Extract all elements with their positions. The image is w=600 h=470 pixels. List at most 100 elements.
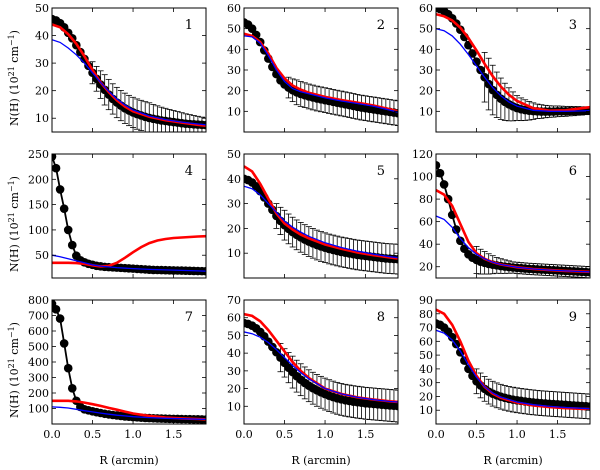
data-point [59,339,69,348]
data-point [247,24,257,33]
y-tick-label: 200 [28,173,49,186]
y-tick-label: 70 [419,322,433,335]
y-tick-label: 30 [419,64,433,77]
x-tick-label: 0.0 [427,428,445,441]
y-tick-label: 10 [419,404,433,417]
y-tick-label: 200 [28,387,49,400]
y-axis-label: N(H) (1021 cm−1) [7,176,21,272]
plot-frame [435,299,591,425]
y-tick-label: 60 [419,2,433,15]
x-tick-label: 1.0 [316,428,334,441]
y-tick-label: 10 [227,247,241,260]
y-tick-label: 50 [227,148,241,161]
panel-number: 7 [185,310,193,325]
plot-area [436,160,590,278]
x-tick-label: 0.5 [468,428,486,441]
data-point [63,363,73,373]
chart-panel-4: 50 100 150 200 250 4 [28,148,207,279]
y-tick-label: 40 [227,347,241,360]
series-line-model-blue [52,39,206,126]
y-tick-label: 50 [419,23,433,36]
y-tick-label: 40 [419,363,433,376]
plot-area [52,14,206,132]
y-tick-label: 100 [412,171,433,184]
series-line-model-red [244,32,398,113]
series-line-model-blue [52,254,206,272]
y-tick-label: 300 [28,372,49,385]
plot-frame [243,153,399,279]
series-line-model-blue [436,28,590,112]
y-tick-label: 20 [227,85,241,98]
y-axis-label: N(H) (1021 cm−1) [7,322,21,418]
y-tick-label: 20 [35,85,49,98]
y-tick-label: 40 [35,30,49,43]
x-tick-label: 1.5 [549,428,567,441]
series-line-model-blue [52,406,206,421]
panel-number: 1 [185,18,193,33]
data-point [436,168,445,178]
y-tick-label: 10 [227,400,241,413]
y-tick-label: 10 [227,105,241,118]
y-tick-label: 250 [28,148,49,161]
y-tick-label: 50 [35,2,49,15]
plot-area [52,154,206,276]
y-tick-label: 50 [419,349,433,362]
y-tick-label: 50 [227,23,241,36]
panel-number: 3 [569,18,577,33]
data-point [52,163,61,173]
y-tick-label: 30 [227,64,241,77]
y-tick-label: 700 [28,310,49,323]
x-tick-label: 0.0 [235,428,253,441]
y-tick-label: 60 [419,335,433,348]
y-tick-label: 60 [227,312,241,325]
y-tick-label: 10 [419,105,433,118]
x-axis-labels: R (arcmin) R (arcmin) R (arcmin) [99,454,542,467]
panel-number: 4 [185,164,193,179]
chart-panel-1: 10 20 30 40 50 1 [35,2,207,133]
panel-number: 9 [569,310,577,325]
y-tick-label: 80 [419,308,433,321]
y-tick-label: 600 [28,325,49,338]
y-tick-label: 80 [419,193,433,206]
data-point [436,160,441,170]
data-point [468,49,477,58]
y-tick-label: 40 [419,43,433,56]
panel-number: 6 [569,164,577,179]
y-tick-label: 60 [227,2,241,15]
data-point [63,225,73,235]
y-tick-label: 20 [419,261,433,274]
series-line-model-blue [244,35,398,113]
y-tick-label: 150 [28,199,49,212]
series-line-model-blue [436,329,590,410]
data-point [59,204,69,213]
panels-group: 1020304050110203040506021020304050603501… [28,2,591,441]
series-line-model-red [436,12,590,113]
series-line-model-blue [244,331,398,403]
x-axis-label: R (arcmin) [483,454,542,467]
x-axis-label: R (arcmin) [99,454,158,467]
chart-panel-3: 10 20 30 40 50 60 3 [419,2,591,133]
panel-number: 5 [377,164,385,179]
data-point [55,314,65,323]
x-axis-label: R (arcmin) [291,454,350,467]
chart-panel-2: 10 20 30 40 50 60 2 [227,2,399,133]
x-tick-label: 0.5 [276,428,294,441]
x-tick-label: 1.0 [508,428,526,441]
panel-number: 8 [377,310,385,325]
series-line-model-blue [244,185,398,259]
plot-frame [435,153,591,279]
y-tick-label: 100 [28,224,49,237]
plot-frame [51,7,207,133]
y-tick-label: 40 [419,238,433,251]
series-line-model-red [244,165,398,260]
data-point [67,240,77,250]
data-point [447,332,457,342]
chart-panel-7: 100 200 300 400 500 600 700 800 0.0 0.5 1.0 1.5 7 [28,294,207,441]
series-line-model-red [52,234,206,268]
x-tick-label: 1.5 [357,428,375,441]
data-point [55,185,65,194]
data-point [439,180,449,189]
y-tick-label: 70 [227,294,241,307]
plot-frame [51,153,207,279]
y-tick-label: 40 [227,43,241,56]
